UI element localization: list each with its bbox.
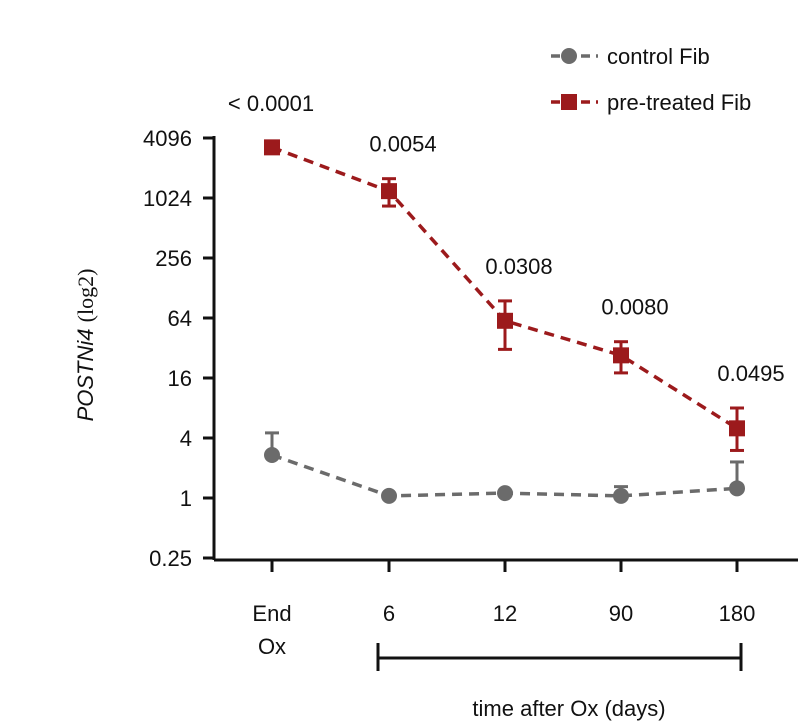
data-point-control xyxy=(613,487,629,504)
p-value-label: 0.0308 xyxy=(485,254,552,279)
data-point-control xyxy=(729,480,745,497)
x-tick-label: 180 xyxy=(719,601,756,626)
data-point-control xyxy=(381,487,397,504)
y-ticks: 0.25 1 4 16 64 256 1024 4096 xyxy=(143,126,214,571)
y-tick-label: 0.25 xyxy=(149,546,192,571)
x-tick-label: 12 xyxy=(493,601,517,626)
p-value-label: 0.0080 xyxy=(601,295,668,320)
p-value-label: 0.0054 xyxy=(369,132,436,157)
data-point-pretreated xyxy=(613,347,629,364)
p-value-label: 0.0495 xyxy=(717,361,784,386)
p-value-labels: < 0.0001 0.0054 0.0308 0.0080 0.0495 xyxy=(228,91,785,386)
x-tick-label: 6 xyxy=(383,601,395,626)
series-pretreated-line xyxy=(271,145,738,430)
legend-control-marker xyxy=(561,48,577,64)
y-axis-title-scale: (log2) xyxy=(73,269,98,323)
y-tick-label: 1024 xyxy=(143,186,192,211)
y-axis-title-gene: POSTNi4 xyxy=(73,328,98,421)
series-control xyxy=(264,431,745,504)
x-tick-label: 90 xyxy=(609,601,633,626)
legend: control Fib pre-treated Fib xyxy=(551,44,751,115)
series-layer xyxy=(264,139,745,504)
legend-pretreated-label: pre-treated Fib xyxy=(607,90,751,115)
x-tick-label: End xyxy=(252,601,291,626)
data-point-control xyxy=(497,485,513,502)
y-tick-label: 64 xyxy=(168,306,192,331)
y-tick-label: 4096 xyxy=(143,126,192,151)
y-tick-label: 4 xyxy=(180,426,192,451)
y-tick-label: 16 xyxy=(168,366,192,391)
data-point-pretreated xyxy=(381,183,397,200)
time-bracket xyxy=(376,643,743,671)
x-ticks: End Ox 6 12 90 180 xyxy=(252,560,755,659)
y-axis-title: POSTNi4 (log2) xyxy=(73,269,98,422)
legend-pretreated-marker xyxy=(561,94,577,110)
y-tick-label: 1 xyxy=(180,486,192,511)
series-pretreated xyxy=(264,139,745,452)
p-value-label: < 0.0001 xyxy=(228,91,314,116)
data-point-pretreated xyxy=(497,312,513,329)
x-axis-title: time after Ox (days) xyxy=(472,696,665,721)
data-point-pretreated xyxy=(729,420,745,437)
x-tick-label-line2: Ox xyxy=(258,634,286,659)
data-point-control xyxy=(264,447,280,464)
y-tick-label: 256 xyxy=(155,246,192,271)
data-point-pretreated xyxy=(264,139,280,156)
legend-control-label: control Fib xyxy=(607,44,710,69)
